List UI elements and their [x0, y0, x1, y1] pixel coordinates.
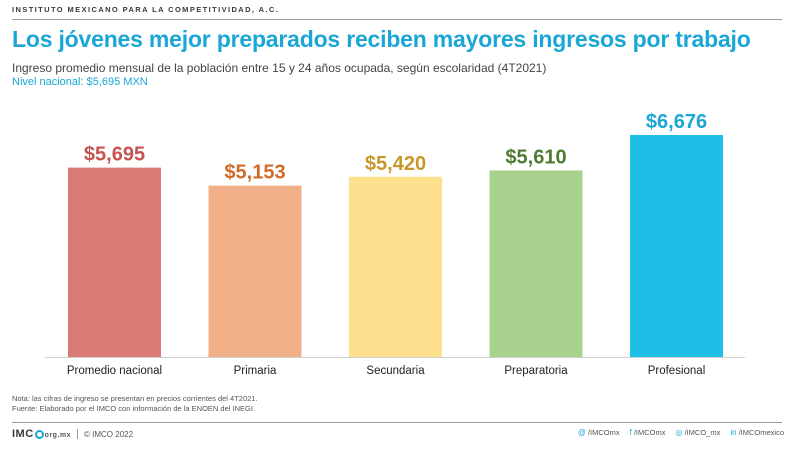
value-label-4: $6,676: [646, 111, 707, 133]
category-label-1: Primaria: [234, 365, 277, 377]
bar-3: [489, 170, 583, 357]
instagram-icon: ◎: [675, 428, 683, 437]
footer-brand: IMC org.mx © IMCO 2022: [12, 428, 133, 440]
org-name: INSTITUTO MEXICANO PARA LA COMPETITIVIDA…: [12, 5, 280, 14]
value-label-2: $5,420: [365, 153, 426, 175]
category-label-4: Profesional: [648, 365, 706, 377]
facebook-icon: f: [629, 428, 632, 437]
copyright: © IMCO 2022: [84, 429, 134, 439]
footer-separator: [77, 429, 79, 439]
bar-0: [68, 167, 161, 357]
bottom-divider: [12, 422, 782, 423]
bar-1: [208, 185, 302, 357]
category-label-2: Secundaria: [366, 365, 425, 377]
value-label-1: $5,153: [224, 162, 285, 184]
imco-logo[interactable]: IMC org.mx: [12, 428, 71, 440]
social-link-1[interactable]: f/IMCOmx: [630, 428, 666, 437]
category-label-0: Promedio nacional: [67, 365, 162, 377]
logo-suffix: org.mx: [44, 432, 72, 439]
social-link-2[interactable]: ◎/IMCO_mx: [676, 428, 721, 437]
bar-4: [630, 135, 723, 357]
source-text: Fuente: Elaborado por el IMCO con inform…: [12, 404, 256, 413]
chart-subtitle: Ingreso promedio mensual de la población…: [12, 61, 547, 75]
at-icon: @: [577, 428, 586, 437]
social-links: @/IMCOmx f/IMCOmx ◎/IMCO_mx in/IMCOmexico: [578, 428, 784, 437]
bar-2: [349, 176, 442, 357]
value-label-3: $5,610: [505, 146, 566, 168]
social-label: /IMCO_mx: [684, 428, 721, 437]
national-level: Nivel nacional: $5,695 MXN: [12, 76, 148, 88]
social-label: /IMCOmx: [587, 428, 620, 437]
social-link-3[interactable]: in/IMCOmexico: [730, 428, 784, 437]
value-label-0: $5,695: [84, 144, 145, 166]
social-label: /IMCOmexico: [738, 428, 784, 437]
logo-o-icon: [34, 429, 44, 439]
logo-text: IMC: [12, 428, 34, 440]
top-divider: [12, 19, 782, 20]
chart-title: Los jóvenes mejor preparados reciben may…: [12, 26, 751, 52]
category-label-3: Preparatoria: [504, 365, 568, 377]
social-label: /IMCOmx: [633, 428, 666, 437]
social-link-0[interactable]: @/IMCOmx: [578, 428, 620, 437]
linkedin-icon: in: [730, 428, 737, 437]
note-text: Nota: las cifras de ingreso se presentan…: [12, 394, 258, 403]
